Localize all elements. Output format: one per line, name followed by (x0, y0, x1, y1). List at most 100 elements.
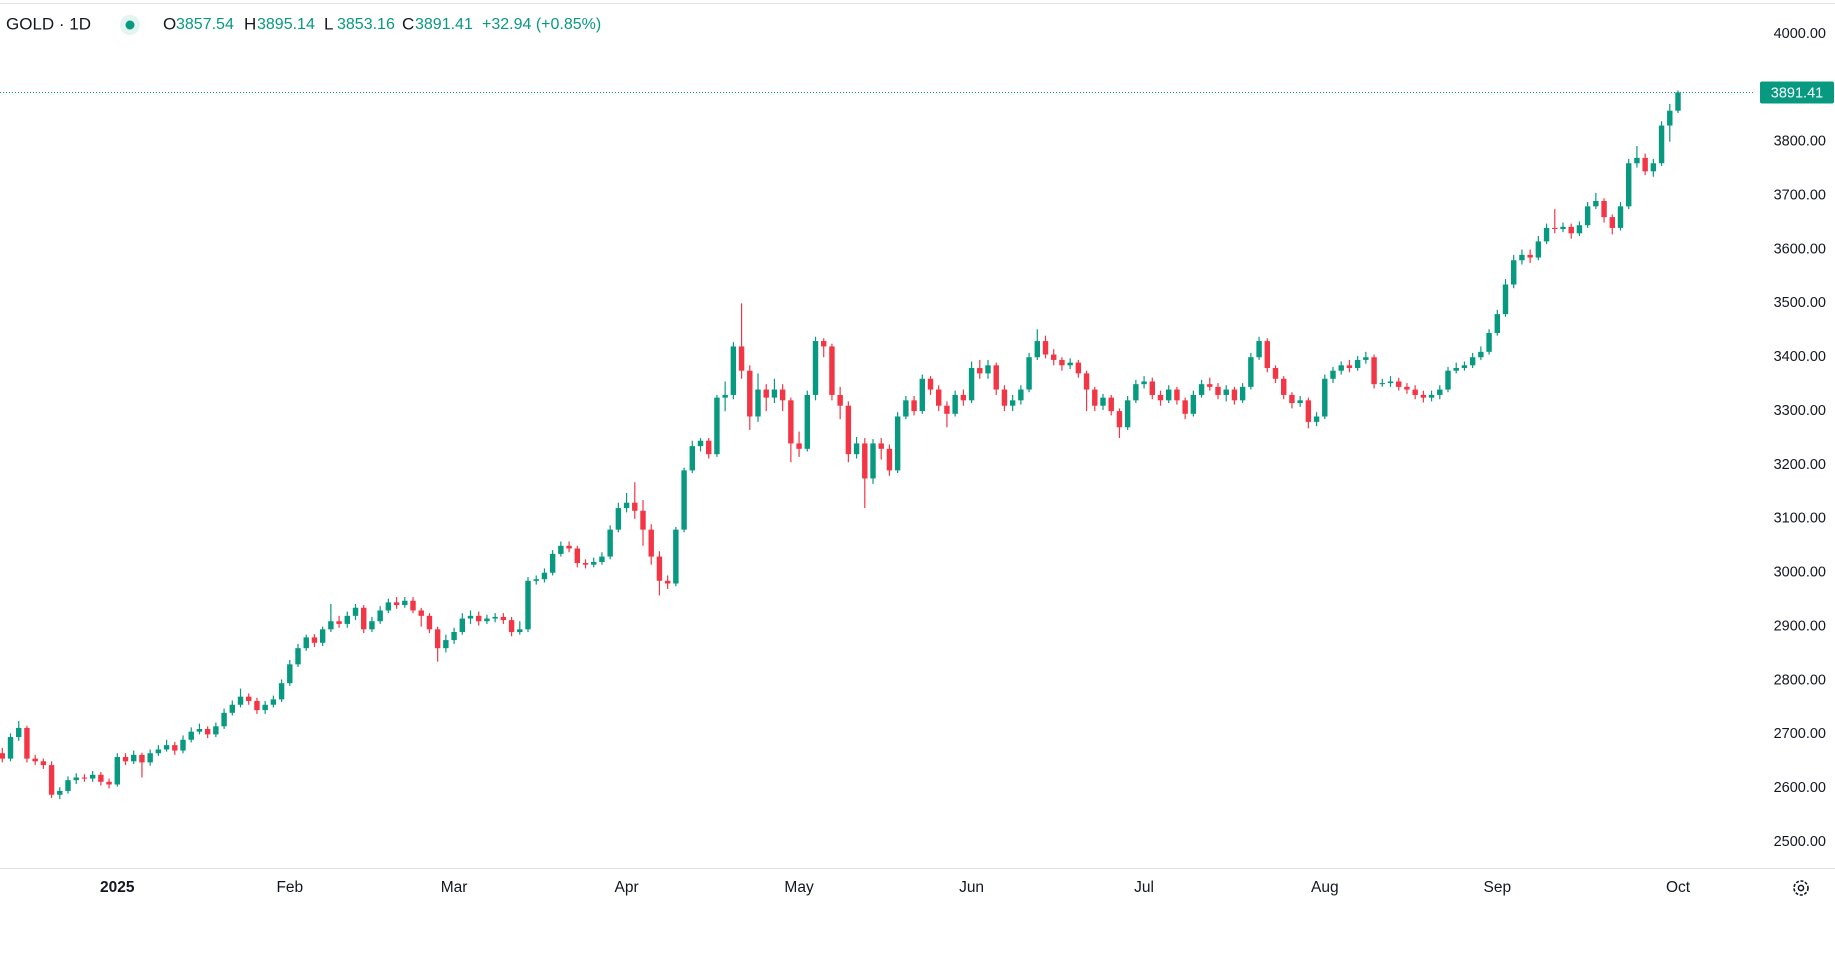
settings-gear[interactable] (1793, 880, 1809, 896)
candle-body (172, 745, 178, 751)
candle-body (229, 704, 236, 713)
candle-body (484, 618, 490, 622)
candle-body (541, 572, 548, 580)
y-tick-label: 3600.00 (1774, 241, 1826, 257)
candle-body (1461, 365, 1468, 368)
candle-body (837, 394, 843, 406)
candle-body (500, 616, 507, 621)
candle-body (886, 448, 893, 471)
candle-body (508, 620, 515, 633)
ohlc-letter: H (244, 14, 256, 33)
candle-body (1166, 389, 1172, 401)
y-tick-label: 3800.00 (1774, 134, 1826, 150)
candle-body (862, 443, 868, 479)
candle-body (582, 563, 589, 565)
candle-body (7, 737, 14, 759)
candle-body (1067, 362, 1073, 366)
candle-body (1363, 357, 1369, 360)
candle-body (459, 618, 466, 633)
candle-body (1083, 373, 1090, 390)
candle-body (147, 753, 153, 763)
candle-body (1650, 163, 1657, 172)
candle-body (451, 632, 457, 641)
candle-body (40, 761, 47, 766)
candle-body (615, 508, 622, 530)
candle-body (927, 378, 934, 390)
x-tick-label: Mar (441, 879, 468, 896)
settings-icon[interactable] (1793, 880, 1809, 896)
candle-body (319, 629, 326, 643)
candle-body (1667, 110, 1673, 126)
ohlc-value: 3853.16 (337, 16, 395, 33)
x-tick-label: Feb (276, 879, 303, 896)
candle-body (1034, 341, 1041, 358)
x-tick-label: Aug (1311, 879, 1339, 896)
candle-body (48, 765, 55, 795)
candle-body (1428, 394, 1435, 398)
candle-body (262, 704, 268, 711)
candle-body (1404, 386, 1410, 390)
candle-body (1289, 394, 1295, 404)
y-tick-label: 2800.00 (1774, 672, 1826, 688)
candle-body (1313, 416, 1320, 422)
candle-body (894, 416, 901, 471)
candle-body (1051, 354, 1057, 360)
candle-body (607, 529, 613, 557)
candle-body (418, 610, 424, 616)
last-price-label: 3891.41 (1771, 85, 1823, 101)
y-tick-label: 2500.00 (1774, 834, 1826, 850)
candle-body (196, 728, 203, 732)
candle-body (1305, 400, 1312, 422)
candle-body (730, 346, 737, 395)
x-tick-label: Oct (1666, 879, 1691, 896)
candle-body (410, 600, 416, 611)
candle-body (697, 440, 704, 447)
candle-body (1231, 389, 1238, 401)
candle-body (936, 389, 942, 406)
candle-body (155, 749, 162, 754)
candle-body (1239, 386, 1246, 401)
candle-body (237, 696, 244, 705)
candle-body (246, 696, 252, 701)
candle-body (1626, 163, 1632, 207)
plot-area (0, 90, 1755, 800)
candle-body (1379, 383, 1385, 385)
candle-body (1445, 370, 1451, 390)
candle-body (944, 405, 950, 414)
settings-hub[interactable] (1797, 884, 1805, 892)
candle-body (779, 389, 786, 401)
candle-body (648, 529, 654, 557)
price-change: +32.94 (+0.85%) (482, 16, 601, 33)
candle-body (1412, 389, 1418, 395)
ohlc-letter: C (402, 14, 414, 33)
candle-body (336, 621, 342, 624)
candle-body (640, 510, 646, 530)
candle-body (434, 629, 441, 649)
candle-body (1371, 357, 1377, 385)
candle-body (1264, 341, 1270, 368)
candle-body (221, 712, 227, 727)
candle-body (1018, 389, 1024, 401)
candle-body (344, 615, 351, 624)
candle-body (738, 346, 745, 371)
candle-body (1042, 341, 1049, 355)
candle-body (1182, 400, 1188, 414)
candle-body (1494, 314, 1500, 333)
x-tick-label: Sep (1483, 879, 1511, 896)
candle-body (393, 602, 400, 606)
candle-body (131, 754, 137, 762)
candle-body (517, 629, 523, 633)
y-tick-label: 4000.00 (1774, 26, 1826, 42)
ohlc-letter: L (324, 14, 333, 33)
candle-body (549, 553, 556, 573)
x-tick-label: 2025 (100, 879, 135, 896)
candle-body (188, 731, 194, 740)
y-tick-label: 2600.00 (1774, 780, 1826, 796)
ohlc-value: 3895.14 (257, 16, 315, 33)
candle-body (287, 664, 293, 684)
header: GOLD · 1D O 3857.54 H 3895.14 L 3853.16 C 3891.… (6, 14, 601, 35)
candle-body (1354, 359, 1361, 368)
candle-body (1124, 400, 1131, 428)
candle-body (1437, 389, 1443, 395)
candle-body (977, 367, 983, 374)
